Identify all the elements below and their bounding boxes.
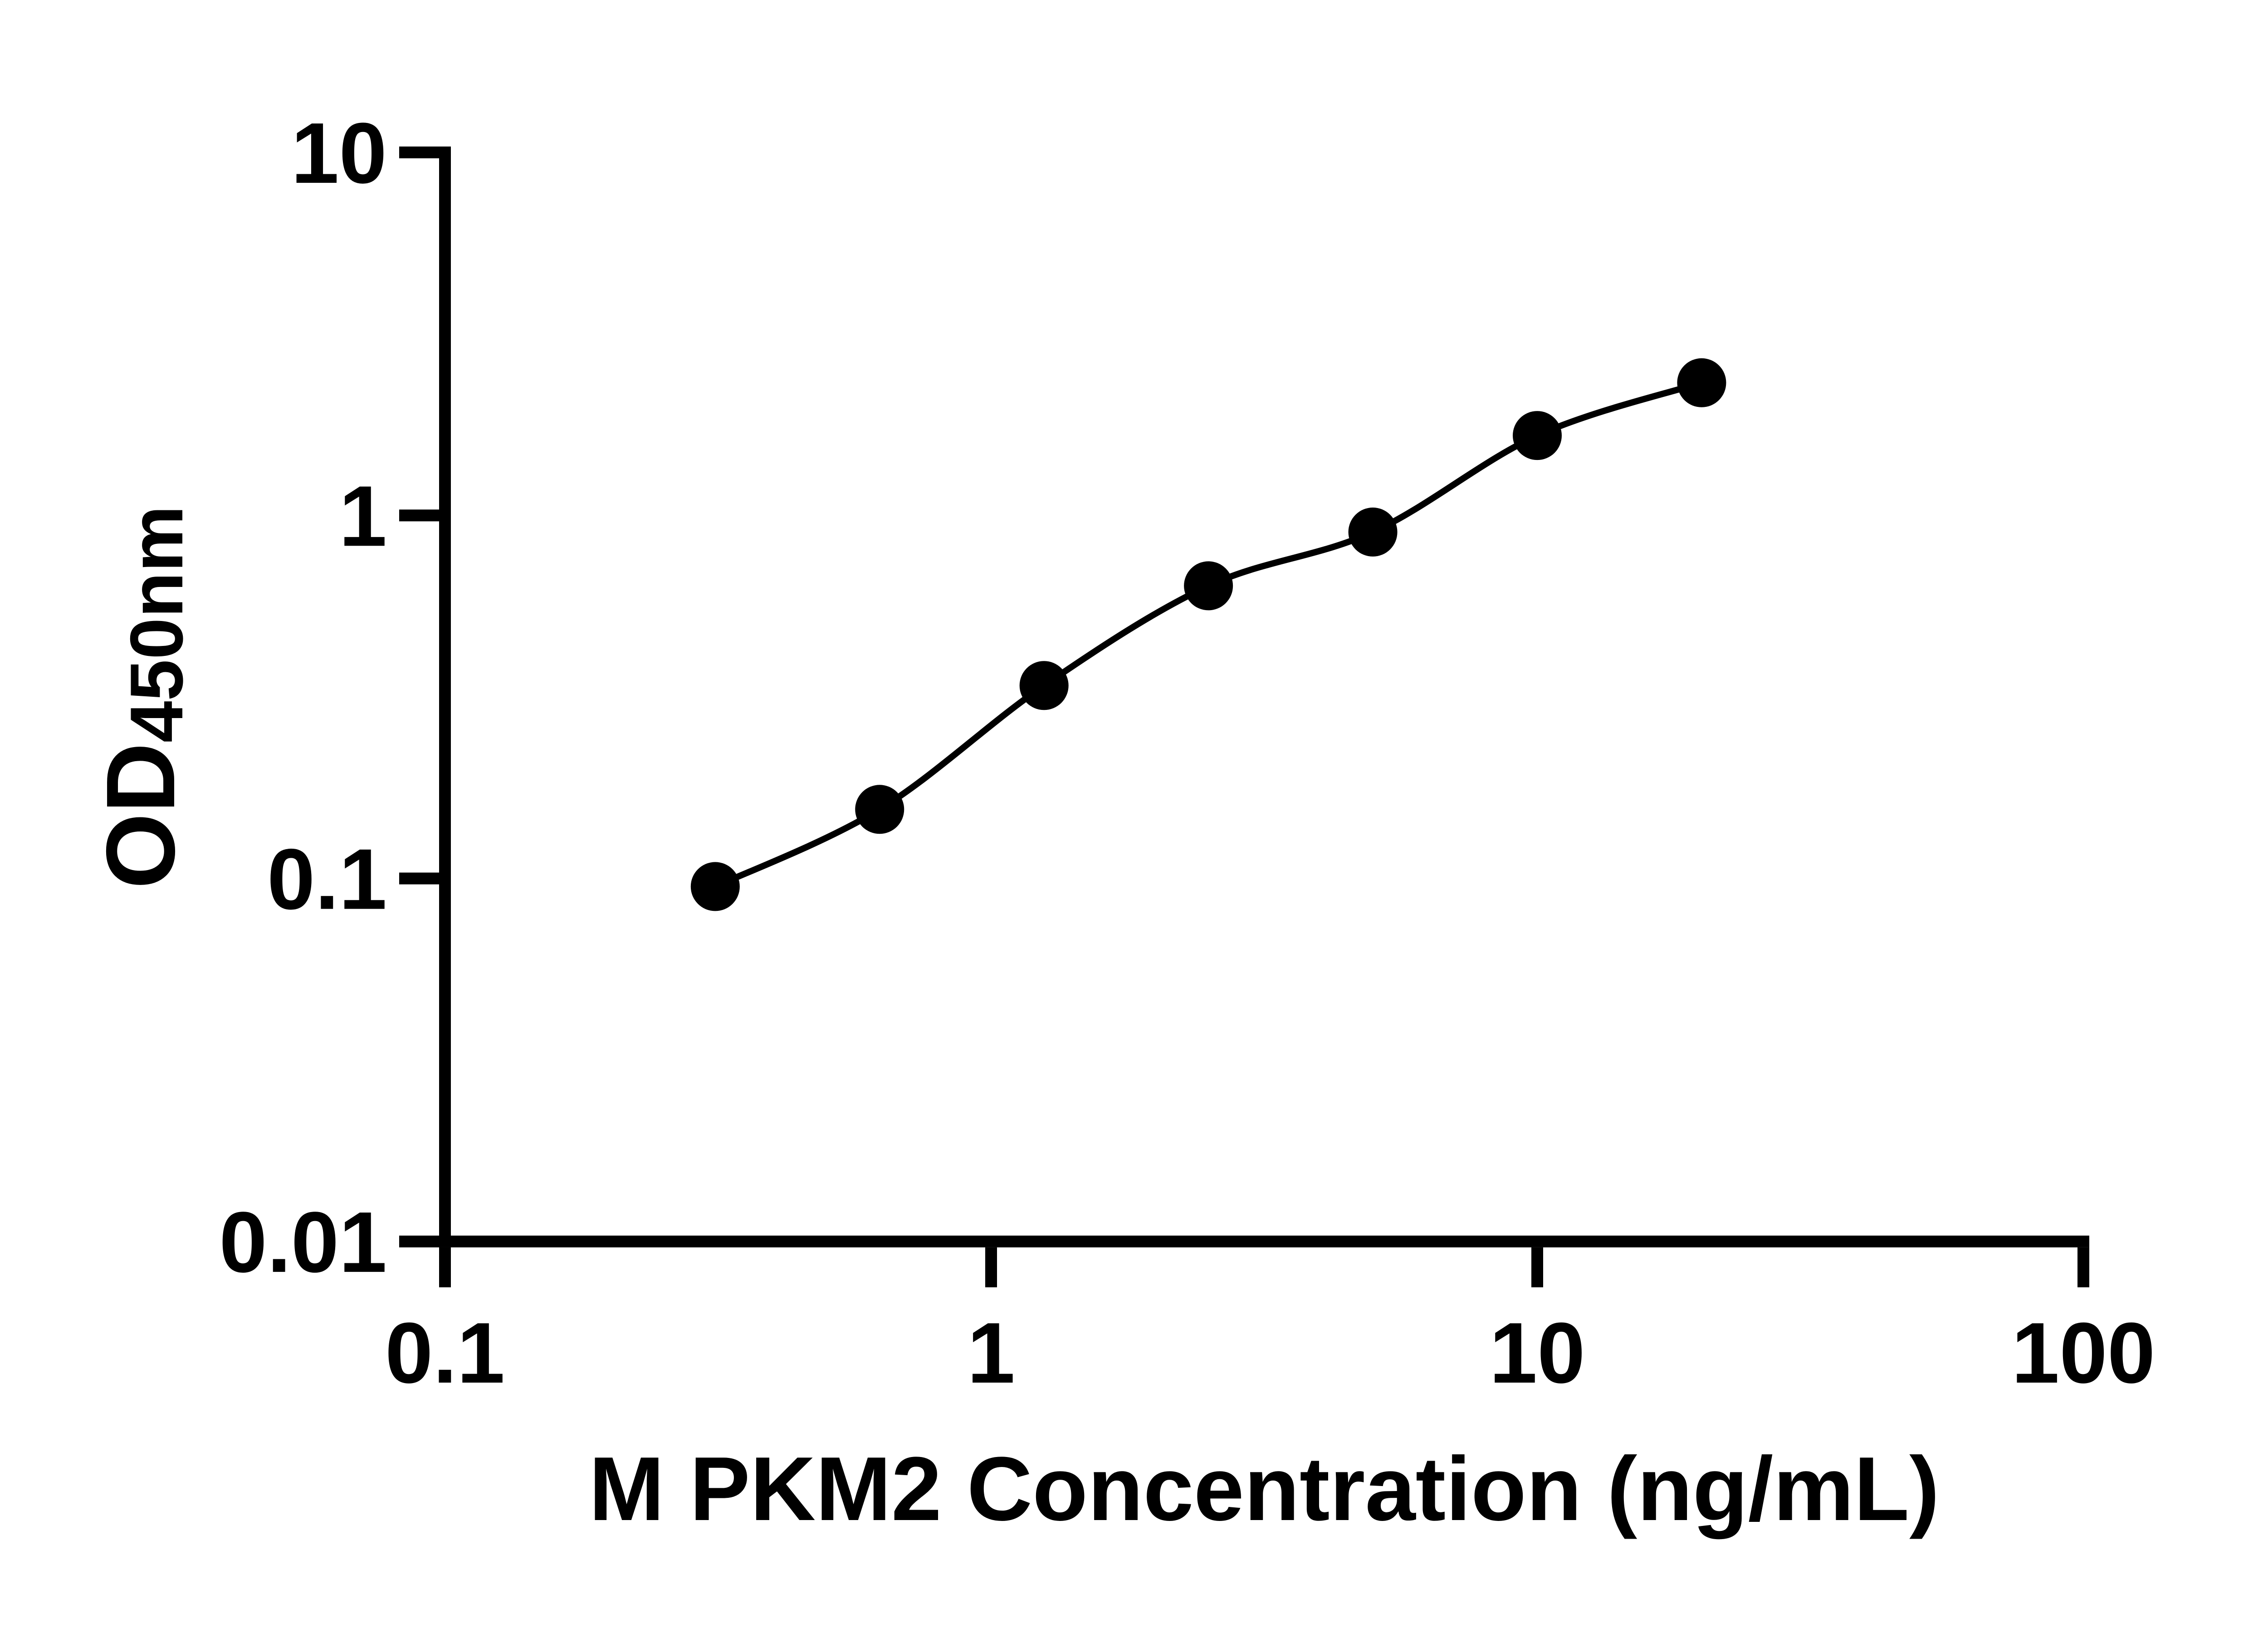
data-point — [1348, 507, 1398, 557]
y-tick — [399, 147, 439, 158]
y-tick-label: 0.01 — [219, 1194, 387, 1291]
x-tick-label: 100 — [2011, 1305, 2155, 1401]
x-tick — [2077, 1247, 2089, 1287]
x-tick-label: 0.1 — [385, 1305, 505, 1401]
data-point — [1184, 561, 1233, 611]
y-tick-label: 10 — [291, 105, 387, 201]
y-axis-title-main: OD — [86, 743, 195, 889]
data-point — [1019, 661, 1069, 710]
data-point — [855, 785, 904, 834]
x-tick — [1531, 1247, 1543, 1287]
data-point — [1513, 411, 1562, 460]
y-axis-title-subscript: 450nm — [115, 505, 198, 743]
x-tick — [439, 1247, 451, 1287]
data-point — [690, 862, 740, 911]
y-tick-label: 0.1 — [267, 831, 387, 928]
y-tick — [399, 509, 439, 522]
x-axis-title: M PKM2 Concentration (ng/mL) — [589, 1438, 1940, 1540]
y-axis-line — [439, 147, 451, 1247]
y-axis-title: OD450nm — [86, 505, 198, 889]
x-tick — [985, 1247, 997, 1287]
x-tick-label: 10 — [1489, 1305, 1585, 1401]
y-tick — [399, 1235, 439, 1247]
y-tick-label: 1 — [339, 468, 387, 564]
x-axis-line — [439, 1235, 2089, 1247]
y-tick — [399, 872, 439, 885]
data-point — [1677, 358, 1726, 407]
x-tick-label: 1 — [967, 1305, 1015, 1401]
